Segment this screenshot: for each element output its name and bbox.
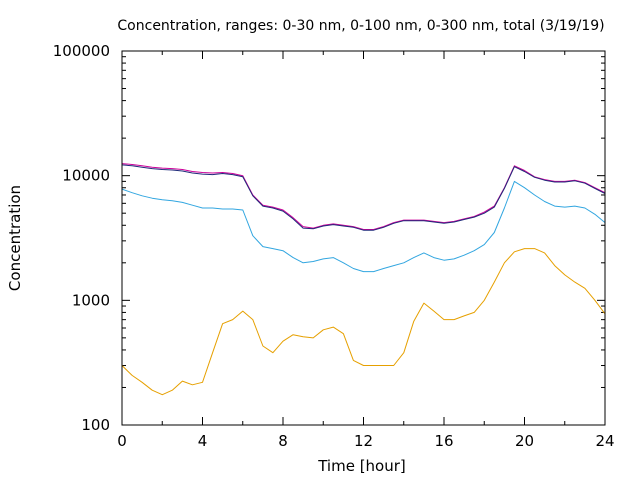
y-tick-label: 100000 bbox=[53, 42, 110, 60]
series-line-2 bbox=[121, 180, 606, 273]
chart-title: Concentration, ranges: 0-30 nm, 0-100 nm… bbox=[117, 18, 604, 34]
x-tick-label: 24 bbox=[595, 432, 614, 450]
x-tick-label: 8 bbox=[278, 432, 288, 450]
y-tick-label: 10000 bbox=[62, 167, 110, 185]
x-tick-label: 0 bbox=[117, 432, 127, 450]
series-line-4 bbox=[121, 164, 606, 231]
x-tick-label: 16 bbox=[434, 432, 453, 450]
series-line-1 bbox=[121, 248, 606, 396]
x-tick-label: 20 bbox=[515, 432, 534, 450]
plot-area bbox=[121, 163, 606, 396]
x-tick-label: 4 bbox=[198, 432, 208, 450]
series-line-3 bbox=[121, 163, 606, 230]
plot-frame bbox=[121, 50, 606, 426]
y-axis-label: Concentration bbox=[6, 185, 24, 291]
x-axis-label: Time [hour] bbox=[317, 457, 406, 475]
y-tick-label: 100 bbox=[81, 416, 110, 434]
x-tick-label: 12 bbox=[354, 432, 373, 450]
y-tick-label: 1000 bbox=[72, 291, 110, 309]
axis-ticks: 0 4 8 12 16 20 24 100 1000 10000 100000 bbox=[53, 42, 615, 450]
